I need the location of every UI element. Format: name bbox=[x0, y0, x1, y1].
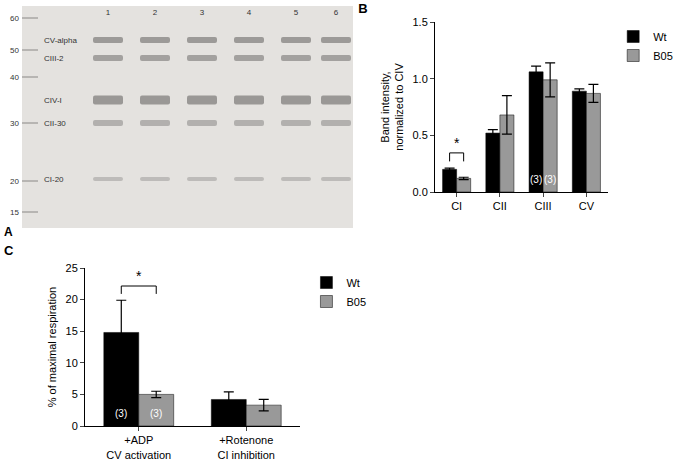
svg-text:+ADPCV activation: +ADPCV activation bbox=[106, 434, 171, 460]
svg-text:4: 4 bbox=[247, 8, 252, 17]
svg-text:6: 6 bbox=[334, 8, 339, 17]
svg-text:10: 10 bbox=[66, 357, 78, 369]
svg-text:50: 50 bbox=[10, 46, 19, 55]
svg-text:*: * bbox=[454, 135, 460, 151]
svg-text:15: 15 bbox=[66, 325, 78, 337]
svg-text:CII: CII bbox=[493, 200, 507, 212]
svg-text:1.0: 1.0 bbox=[413, 73, 428, 85]
svg-text:(3): (3) bbox=[150, 408, 162, 419]
svg-text:A: A bbox=[4, 225, 13, 239]
svg-text:Wt: Wt bbox=[653, 31, 666, 43]
svg-text:B05: B05 bbox=[346, 296, 366, 308]
svg-text:(3): (3) bbox=[544, 174, 556, 185]
svg-text:CI: CI bbox=[451, 200, 462, 212]
svg-text:+RotenoneCI inhibition: +RotenoneCI inhibition bbox=[218, 434, 275, 460]
svg-text:60: 60 bbox=[10, 14, 19, 23]
svg-text:(3): (3) bbox=[530, 174, 542, 185]
svg-text:5: 5 bbox=[72, 388, 78, 400]
svg-text:2: 2 bbox=[153, 8, 158, 17]
svg-text:20: 20 bbox=[66, 293, 78, 305]
svg-text:(3): (3) bbox=[115, 408, 127, 419]
svg-text:% of maximal respiration: % of maximal respiration bbox=[46, 287, 58, 407]
svg-text:CV-alpha: CV-alpha bbox=[44, 36, 77, 45]
svg-text:0.0: 0.0 bbox=[413, 186, 428, 198]
svg-text:25: 25 bbox=[66, 262, 78, 274]
svg-text:1.5: 1.5 bbox=[413, 16, 428, 28]
svg-text:*: * bbox=[136, 268, 142, 284]
svg-text:5: 5 bbox=[294, 8, 299, 17]
svg-text:20: 20 bbox=[10, 177, 19, 186]
svg-text:3: 3 bbox=[200, 8, 205, 17]
svg-text:15: 15 bbox=[10, 208, 19, 217]
svg-text:Wt: Wt bbox=[346, 277, 359, 289]
svg-text:CII-30: CII-30 bbox=[44, 119, 66, 128]
svg-text:CIII: CIII bbox=[535, 200, 552, 212]
svg-text:CI-20: CI-20 bbox=[44, 175, 64, 184]
svg-text:0: 0 bbox=[72, 420, 78, 432]
svg-text:0.5: 0.5 bbox=[413, 129, 428, 141]
svg-text:B05: B05 bbox=[653, 50, 673, 62]
svg-text:40: 40 bbox=[10, 73, 19, 82]
svg-text:1: 1 bbox=[106, 8, 111, 17]
svg-text:CIV-I: CIV-I bbox=[44, 96, 62, 105]
svg-text:B: B bbox=[358, 1, 367, 16]
svg-text:CIII-2: CIII-2 bbox=[44, 54, 64, 63]
svg-text:C: C bbox=[4, 243, 14, 258]
svg-text:CV: CV bbox=[579, 200, 595, 212]
svg-text:30: 30 bbox=[10, 119, 19, 128]
svg-text:Band intensity,normalized to C: Band intensity,normalized to CIV bbox=[379, 63, 405, 151]
